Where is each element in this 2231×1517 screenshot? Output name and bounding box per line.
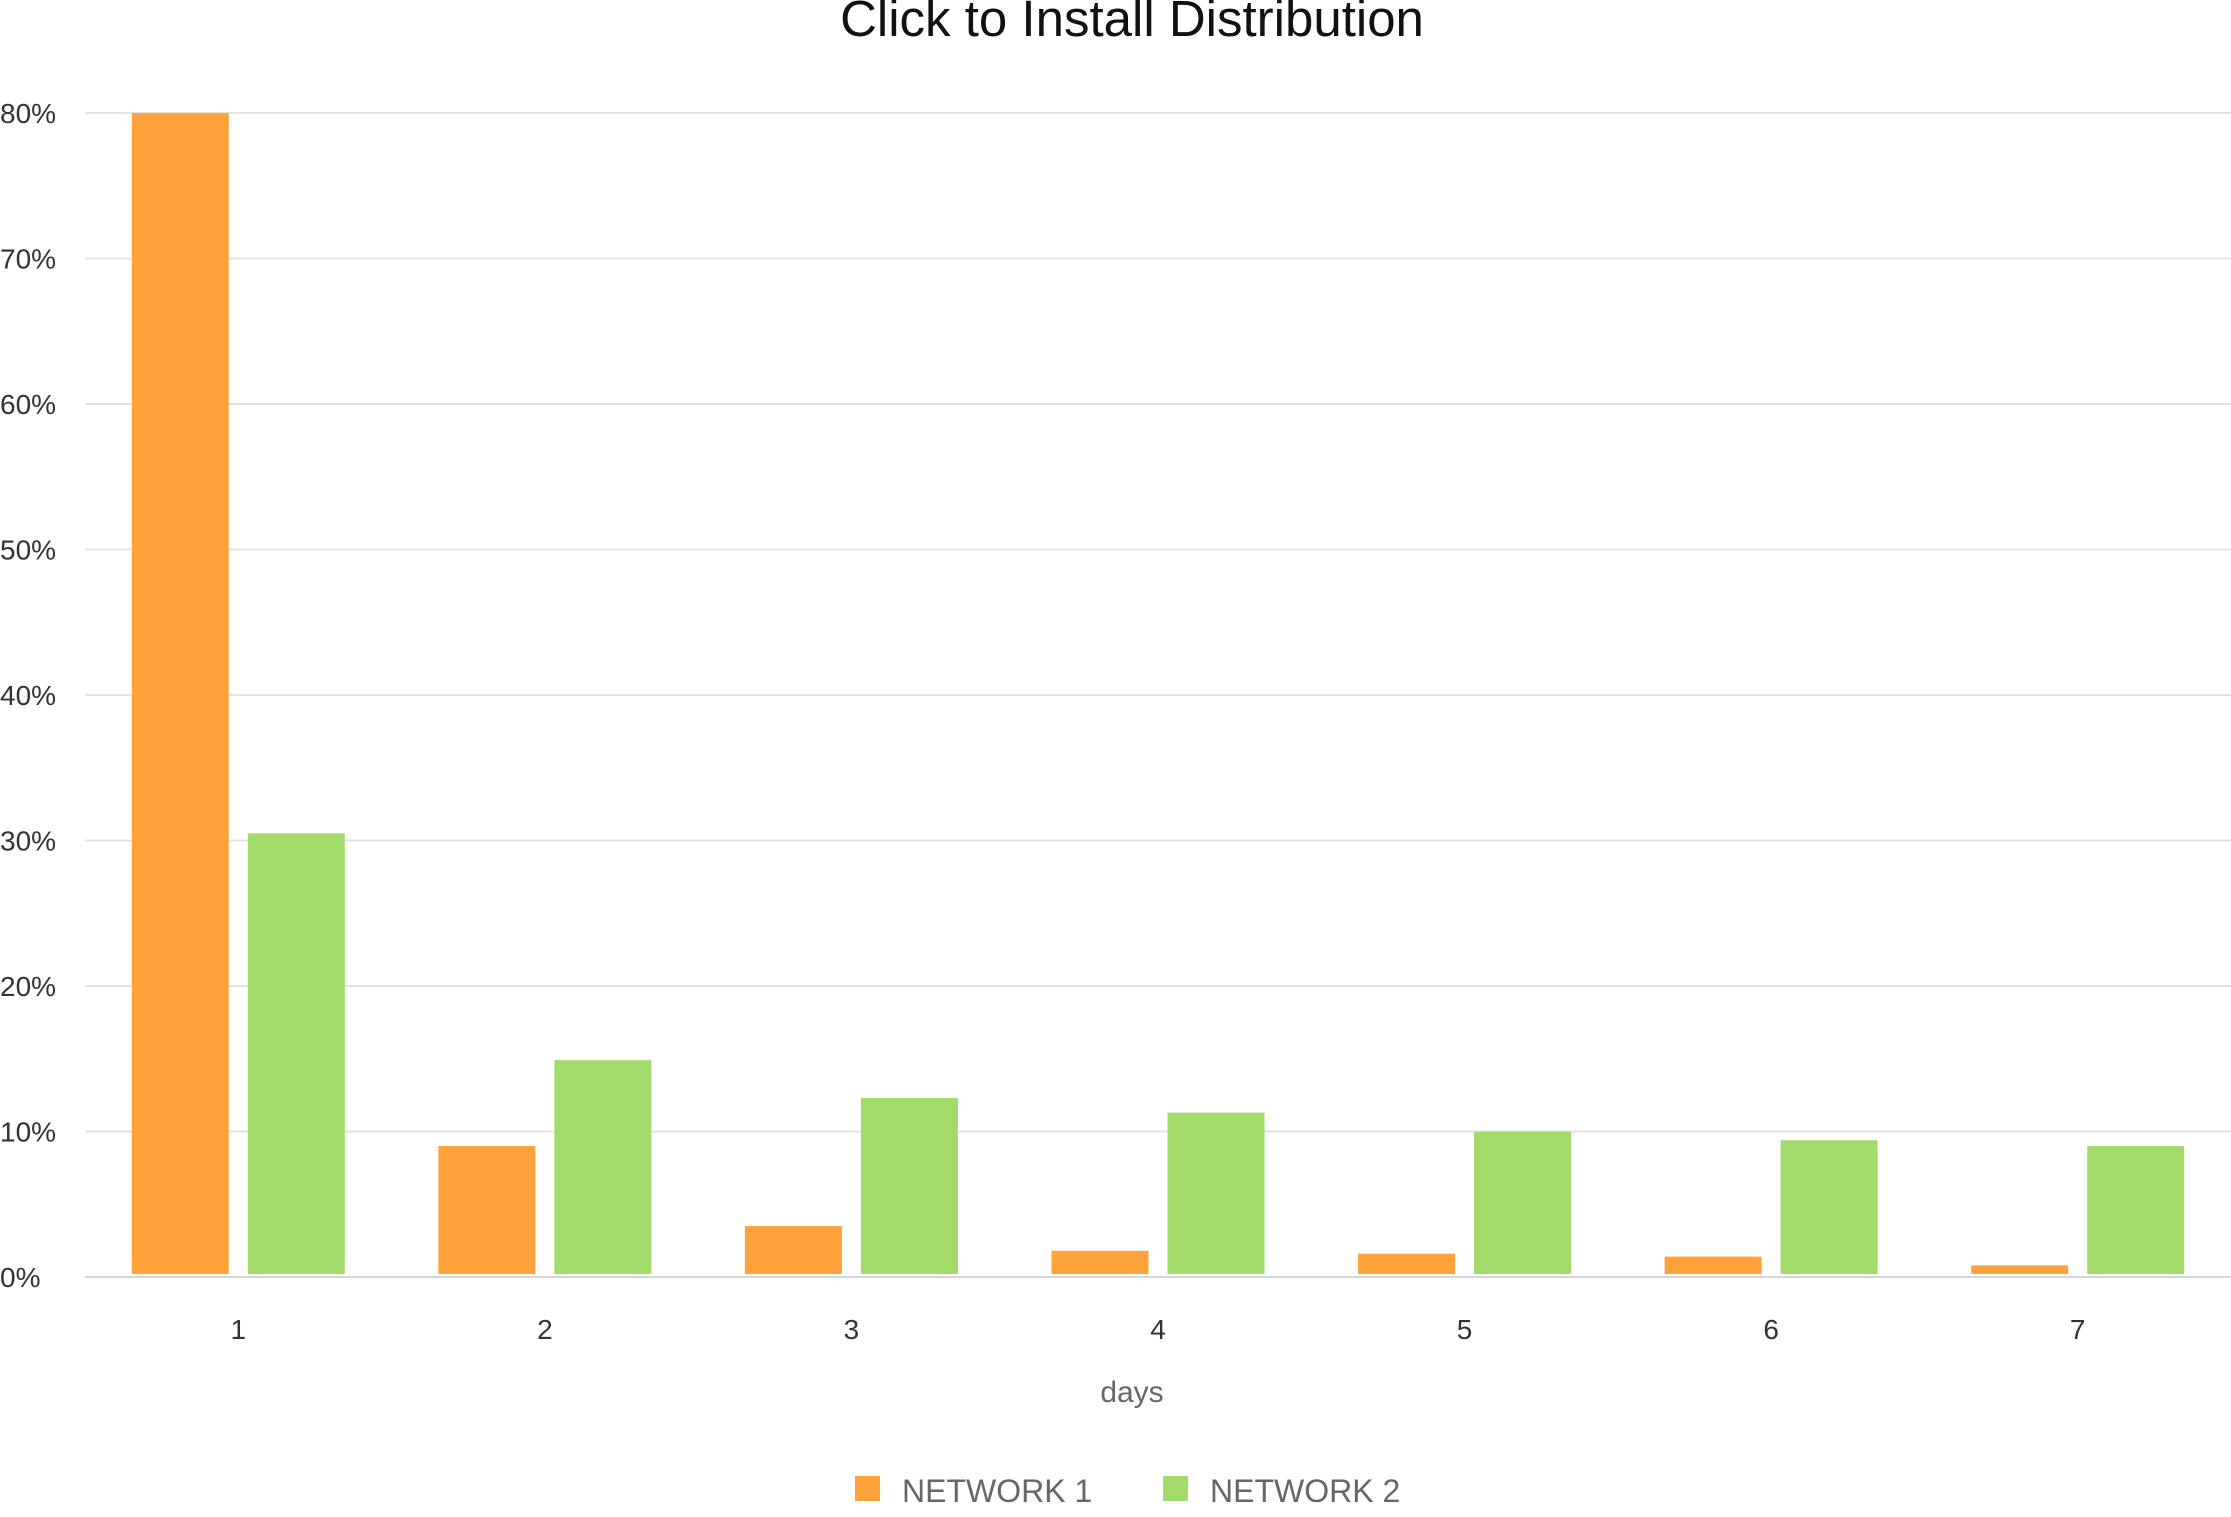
gridlines <box>85 112 2231 1278</box>
bar-network-2-day-1 <box>247 833 345 1274</box>
bar-network-2-day-4 <box>1167 1112 1265 1274</box>
x-axis-ticks: 1 2 3 4 5 6 7 <box>230 1314 2085 1345</box>
bar-network-1-day-3 <box>744 1226 842 1274</box>
x-tick-label: 4 <box>1150 1314 1166 1345</box>
y-tick-label: 10% <box>0 1117 56 1148</box>
legend-swatch <box>855 1476 880 1501</box>
legend-label: NETWORK 1 <box>902 1473 1092 1509</box>
y-tick-label: 60% <box>0 389 56 420</box>
bar-network-1-day-4 <box>1051 1250 1149 1274</box>
bar-network-2-day-5 <box>1474 1131 1572 1274</box>
chart-title: Click to Install Distribution <box>840 0 1424 47</box>
x-tick-label: 2 <box>537 1314 553 1345</box>
bars <box>131 113 2185 1274</box>
y-tick-label: 30% <box>0 826 56 857</box>
bar-network-2-day-7 <box>2087 1146 2185 1274</box>
x-axis-title: days <box>1100 1376 1163 1409</box>
y-axis-ticks: 0% 10% 20% 30% 40% 50% 60% 70% 80% <box>0 98 56 1293</box>
y-tick-label: 0% <box>0 1262 40 1293</box>
x-tick-label: 5 <box>1457 1314 1473 1345</box>
bar-network-1-day-2 <box>438 1146 536 1274</box>
legend: NETWORK 1 NETWORK 2 <box>855 1473 1400 1509</box>
bar-network-2-day-6 <box>1780 1140 1878 1274</box>
y-tick-label: 70% <box>0 244 56 275</box>
y-tick-label: 40% <box>0 680 56 711</box>
legend-swatch <box>1163 1476 1188 1501</box>
bar-network-1-day-5 <box>1358 1253 1456 1274</box>
x-tick-label: 3 <box>844 1314 860 1345</box>
x-tick-label: 1 <box>230 1314 246 1345</box>
bar-network-1-day-1 <box>131 113 229 1274</box>
y-tick-label: 50% <box>0 535 56 566</box>
x-tick-label: 7 <box>2070 1314 2086 1345</box>
y-tick-label: 20% <box>0 971 56 1002</box>
legend-label: NETWORK 2 <box>1210 1473 1400 1509</box>
bar-network-2-day-3 <box>860 1098 958 1274</box>
bar-network-1-day-7 <box>1971 1265 2069 1274</box>
y-tick-label: 80% <box>0 98 56 129</box>
bar-network-2-day-2 <box>554 1060 652 1274</box>
x-tick-label: 6 <box>1763 1314 1779 1345</box>
bar-network-1-day-6 <box>1664 1256 1762 1274</box>
